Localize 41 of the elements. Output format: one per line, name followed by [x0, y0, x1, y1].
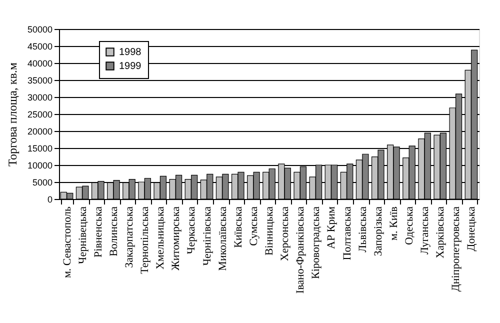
x-tick-label: Полтавська — [341, 206, 354, 260]
y-tick-label: 45000 — [27, 42, 52, 52]
x-tick-label: Тернопільська — [139, 206, 152, 274]
x-tick-label: Київська — [232, 206, 244, 248]
y-tick-label: 30000 — [27, 92, 52, 102]
x-tick-label: Івано-Франківська — [294, 206, 307, 294]
x-tick-label: Чернівецька — [76, 206, 89, 264]
y-tick-label: 10000 — [27, 160, 52, 170]
x-tick-label: АР Крим — [326, 206, 338, 249]
y-tick-label: 50000 — [27, 24, 52, 34]
legend-label: 1998 — [119, 47, 142, 58]
x-tick-label: м. Севастополь — [61, 206, 74, 278]
x-tick-label: Волинська — [108, 206, 120, 256]
y-tick-label: 20000 — [27, 126, 52, 136]
x-tick-label: Одеська — [404, 206, 416, 246]
y-tick-label: 35000 — [27, 76, 52, 86]
x-tick-label: Дніпропетровська — [450, 206, 462, 292]
legend-label: 1999 — [119, 61, 142, 72]
x-tick-label: Харківська — [434, 206, 447, 258]
y-tick-label: 25000 — [27, 110, 52, 120]
x-tick-label: Львівська — [356, 206, 369, 252]
y-tick-label: 5000 — [32, 178, 52, 188]
x-tick-label: Хмельницька — [154, 206, 167, 270]
y-axis-title: Торгова площа, кв.м — [5, 62, 20, 166]
x-tick-label: Чернігівська — [201, 206, 214, 266]
y-tick-label: 40000 — [27, 58, 52, 68]
x-tick-label: Кіровоградська — [310, 206, 322, 279]
x-tick-label: Житомирська — [170, 206, 182, 271]
y-tick-label: 15000 — [27, 144, 52, 154]
y-tick-label: 0 — [47, 194, 52, 204]
x-tick-label: Сумська — [248, 206, 260, 246]
x-tick-label: м. Київ — [388, 206, 400, 240]
x-tick-label: Луганська — [419, 206, 432, 254]
x-tick-label: Херсонська — [279, 206, 292, 262]
x-tick-label: Донецька — [466, 206, 478, 252]
x-tick-label: Запорізька — [372, 206, 384, 256]
x-tick-label: Закарпатська — [124, 206, 136, 268]
x-tick-label: Вінницька — [264, 206, 276, 256]
x-tick-label: Миколаївська — [216, 206, 229, 271]
x-tick-label: Рівненська — [92, 206, 104, 258]
x-tick-label: Черкаська — [186, 206, 198, 254]
